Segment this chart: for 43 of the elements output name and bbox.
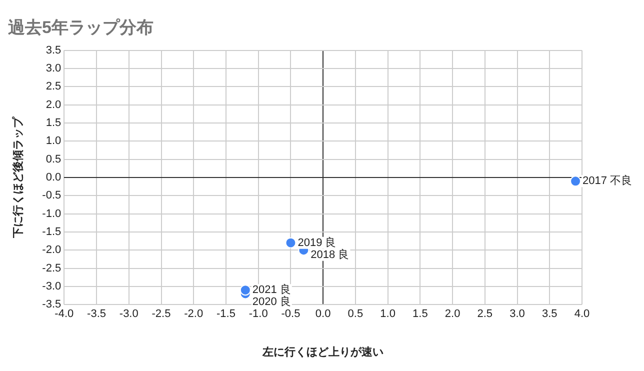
annotation: 2019 良 xyxy=(298,236,336,249)
y-tick-label: -0.5 xyxy=(42,190,62,202)
y-tick-label: -1.5 xyxy=(42,226,62,238)
y-tick-label: 0.5 xyxy=(46,153,62,166)
x-tick-label: -3.0 xyxy=(119,308,138,320)
y-tick-label: -3.5 xyxy=(42,298,62,311)
annotation: 2020 良 xyxy=(252,295,291,308)
x-axis-title: 左に行くほど上りが速い xyxy=(262,345,384,358)
point xyxy=(285,237,296,248)
y-tick-label: -2.0 xyxy=(42,244,62,256)
x-tick-label: -0.5 xyxy=(281,308,300,320)
annotation: 2018 良 xyxy=(310,248,350,261)
y-tick-label: -2.5 xyxy=(42,262,62,274)
x-tick-label: -1.5 xyxy=(216,308,236,320)
x-tick-label: 2.5 xyxy=(477,308,493,320)
y-tick-label: -3.0 xyxy=(42,280,62,292)
x-tick-label: 4.0 xyxy=(574,308,590,320)
y-tick-label: 3.5 xyxy=(46,44,62,56)
x-tick-label: -2.5 xyxy=(152,308,171,320)
x-tick-label: 0.0 xyxy=(315,308,331,320)
x-tick-label: 3.0 xyxy=(510,308,525,320)
x-tick-label: 3.5 xyxy=(542,308,558,320)
y-tick-label: -1.0 xyxy=(42,208,62,220)
annotation: 2021 良 xyxy=(252,283,291,296)
annotation: 2017 不良 xyxy=(582,174,632,188)
x-tick-label: -2.0 xyxy=(184,308,204,320)
point xyxy=(570,176,582,187)
x-tick-label: 1.5 xyxy=(412,308,428,320)
y-tick-label: 0.0 xyxy=(46,172,62,184)
x-tick-label: -4.0 xyxy=(54,308,74,320)
y-tick-label: 1.0 xyxy=(46,135,62,148)
x-tick-label: 2.0 xyxy=(444,308,460,320)
chart-title: 過去5年ラップ分布 xyxy=(7,18,154,37)
x-tick-label: -1.0 xyxy=(248,308,268,320)
y-tick-label: 3.0 xyxy=(46,62,62,75)
x-tick-label: 1.0 xyxy=(380,308,396,320)
y-tick-label: 2.5 xyxy=(46,80,62,93)
x-tick-label: 0.5 xyxy=(348,308,364,320)
y-tick-label: 2.0 xyxy=(46,98,62,111)
x-tick-label: -3.5 xyxy=(87,308,106,320)
y-tick-label: 1.5 xyxy=(46,117,62,130)
y-axis-title: 下に行くほど後傾ラップ xyxy=(12,116,25,239)
point xyxy=(240,284,251,296)
